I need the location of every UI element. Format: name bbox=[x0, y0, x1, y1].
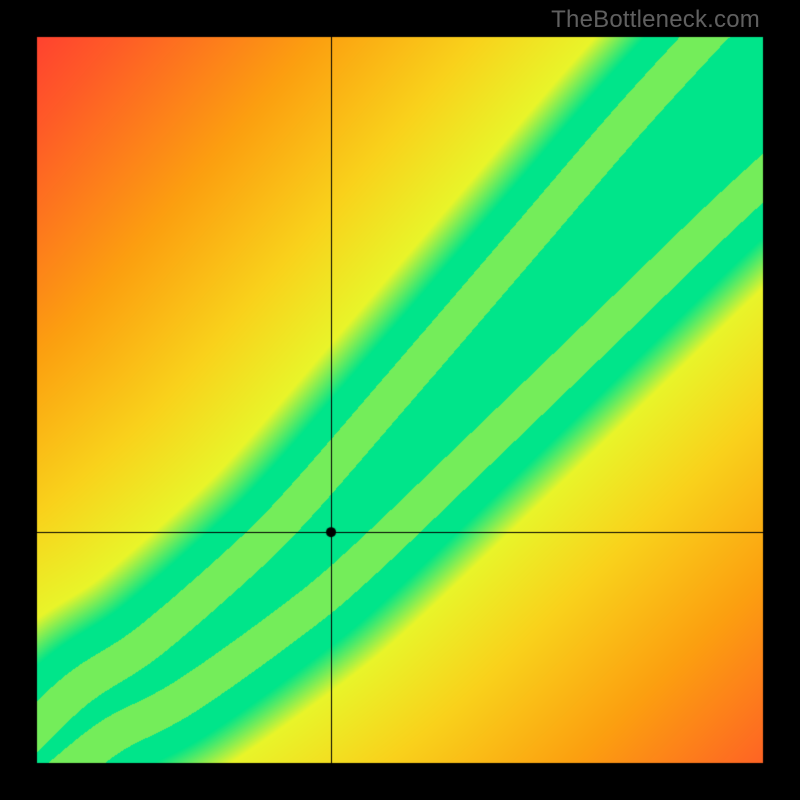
watermark-text: TheBottleneck.com bbox=[551, 6, 760, 34]
bottleneck-heatmap bbox=[0, 0, 800, 800]
outer-frame: TheBottleneck.com bbox=[0, 0, 800, 800]
